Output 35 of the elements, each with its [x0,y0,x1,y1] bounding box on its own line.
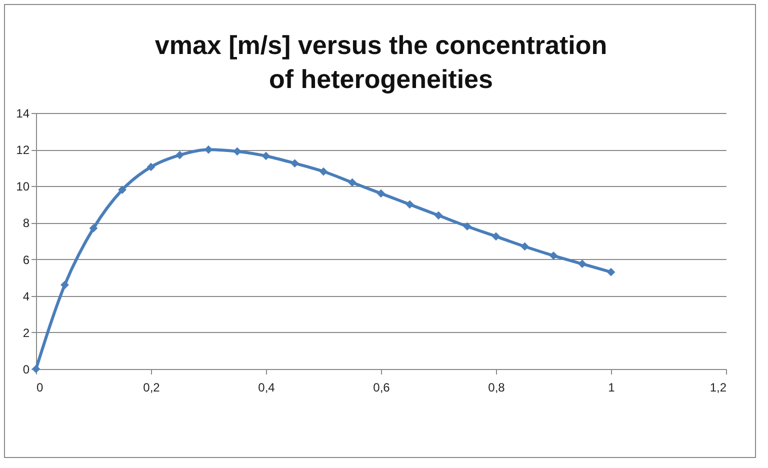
point [118,186,126,194]
point [60,280,69,290]
y-tick-label: 0 [22,362,30,376]
x-tick-label: 0,6 [373,380,390,394]
x-tick-label: 1 [608,380,616,394]
x-tick-label: 1,2 [710,380,727,394]
point [578,260,586,268]
point [549,251,558,260]
chart-title: vmax [m/s] versus the concentration of heterogeneities [154,30,608,94]
point [233,147,242,156]
point [290,159,299,168]
y-tick-label: 6 [22,252,30,267]
y-tick-label: 2 [22,326,30,340]
point [146,162,156,172]
point [463,222,472,231]
y-tick-label: 10 [16,180,30,194]
point [406,200,414,209]
point [434,211,443,220]
y-tick-label: 4 [22,289,30,304]
point [319,167,328,176]
point [492,232,500,241]
point [89,224,98,232]
y-tick-label: 12 [16,143,30,158]
point [176,150,184,160]
x-tick-label: 0,8 [488,380,506,394]
point [262,152,270,160]
point [520,242,529,251]
x-tick-label: 0,2 [143,380,160,394]
x-tick-label: 0 [36,380,44,394]
point [606,268,616,276]
y-tick-label: 8 [22,216,30,230]
x-tick-label: 0,4 [258,380,276,394]
y-tick-label: 14 [16,106,30,120]
point [376,189,386,198]
point [348,178,356,187]
